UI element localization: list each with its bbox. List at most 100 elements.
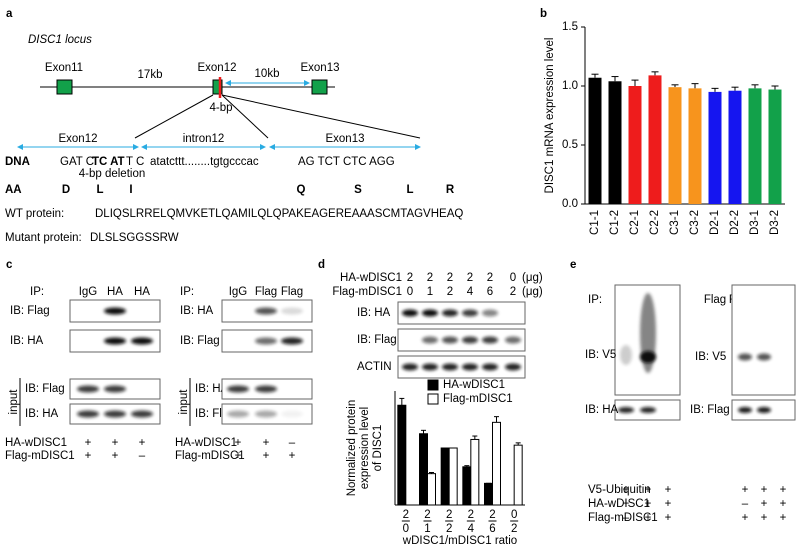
- y-tick-label: 1.0: [562, 80, 578, 92]
- ip-lane: IgG: [79, 286, 98, 298]
- bar: [588, 77, 602, 204]
- x-tick-label: 0: [511, 509, 517, 521]
- sign: +: [623, 484, 630, 496]
- sign: +: [85, 437, 92, 449]
- sign: +: [112, 437, 119, 449]
- amount: 2: [447, 286, 453, 298]
- region-label: intron12: [183, 133, 225, 145]
- legend-swatch: [427, 379, 439, 391]
- amount: 4: [467, 286, 474, 298]
- x-axis-label: wDISC1/mDISC1 ratio: [402, 535, 517, 547]
- ip-lane: IgG: [229, 286, 248, 298]
- blot-band: [505, 336, 521, 344]
- sign: +: [761, 484, 768, 496]
- blot-label: IB: V5: [585, 349, 616, 361]
- x-tick-label: C3-2: [689, 210, 701, 235]
- y-axis-label: Normalized protein: [346, 400, 358, 497]
- blot-label: IB: Flag: [10, 305, 50, 317]
- blot-band: [77, 385, 99, 393]
- sign: +: [289, 450, 296, 462]
- blot-band: [227, 410, 249, 418]
- blot-band: [131, 410, 153, 418]
- line: [221, 94, 269, 139]
- bar: [397, 404, 407, 506]
- region-label: Exon13: [325, 133, 364, 145]
- blot-band: [422, 309, 438, 317]
- blot-band: [482, 336, 498, 344]
- sign: +: [623, 498, 630, 510]
- x-tick-label: D2-2: [729, 210, 741, 235]
- x-tick-label: D3-2: [769, 210, 781, 235]
- sign: +: [645, 498, 652, 510]
- amount: 2: [427, 272, 433, 284]
- dna-seq: T C: [126, 156, 144, 168]
- sign: –: [139, 450, 146, 462]
- row-label: HA-wDISC1: [5, 437, 67, 449]
- sign: +: [780, 512, 787, 524]
- bar: [728, 90, 742, 204]
- blot-label: IB: HA: [10, 335, 44, 347]
- row-label: V5-Ubiquitin: [588, 484, 651, 496]
- row-label: Mutant protein:: [5, 232, 82, 244]
- amount: 2: [510, 286, 516, 298]
- distance-label: 10kb: [255, 68, 280, 80]
- row-label: HA-wDISC1: [175, 437, 237, 449]
- x-tick-label: 4: [468, 523, 475, 535]
- line: [221, 94, 421, 139]
- row-label: AA: [5, 184, 22, 196]
- blot-band: [281, 410, 303, 418]
- bar: [768, 89, 782, 204]
- blot-band: [462, 336, 478, 344]
- x-tick-label: C2-2: [649, 210, 661, 235]
- blot-label: IB: Flag: [690, 404, 730, 416]
- blot-label: IB: Flag: [25, 383, 65, 395]
- blot-band: [738, 353, 752, 361]
- bar: [470, 438, 480, 506]
- blot-label: IB: HA: [25, 408, 59, 420]
- x-tick-label: 0: [403, 523, 409, 535]
- sign: +: [139, 437, 146, 449]
- x-tick-label: C3-1: [669, 210, 681, 235]
- panel-label: c: [6, 259, 13, 271]
- sign: +: [263, 437, 270, 449]
- y-tick-label: 0.0: [562, 198, 578, 210]
- y-axis-label: expression level: [359, 407, 371, 489]
- sign: +: [645, 512, 652, 524]
- locus-title: DISC1 locus: [28, 34, 92, 46]
- blot-band: [402, 363, 418, 371]
- ip-lane: HA: [134, 286, 150, 298]
- blot-band: [620, 345, 632, 365]
- amount: 2: [407, 272, 413, 284]
- bar: [427, 473, 436, 506]
- legend-label: Flag-mDISC1: [443, 393, 513, 405]
- bar: [608, 81, 622, 204]
- blot-band: [640, 351, 656, 363]
- blot-band: [281, 307, 303, 315]
- ip-label: IP:: [588, 294, 602, 306]
- sign: +: [665, 484, 672, 496]
- blot-band: [462, 309, 478, 317]
- sign: +: [235, 450, 242, 462]
- bar: [440, 447, 450, 506]
- sign: +: [235, 437, 242, 449]
- panel-label: b: [540, 8, 547, 20]
- bar: [484, 482, 493, 506]
- x-tick-label: 2: [511, 523, 517, 535]
- panel-label: d: [318, 259, 325, 271]
- bar: [668, 87, 682, 204]
- blot-label: IB: HA: [357, 307, 391, 319]
- blot-band: [255, 410, 277, 418]
- y-axis-label: DISC1 mRNA expression level: [544, 38, 556, 194]
- blot-band: [104, 410, 126, 418]
- ip-label: IP:: [180, 286, 194, 298]
- legend-swatch: [427, 393, 439, 405]
- bar: [688, 88, 702, 204]
- x-tick-label: C2-1: [629, 210, 641, 235]
- blot-band: [227, 385, 249, 393]
- x-tick-label: 2: [403, 509, 409, 521]
- amount: 1: [427, 286, 433, 298]
- sign: +: [742, 484, 749, 496]
- deletion-note: 4-bp deletion: [79, 168, 146, 180]
- blot-band: [422, 336, 438, 344]
- y-tick-label: 1.5: [562, 21, 578, 33]
